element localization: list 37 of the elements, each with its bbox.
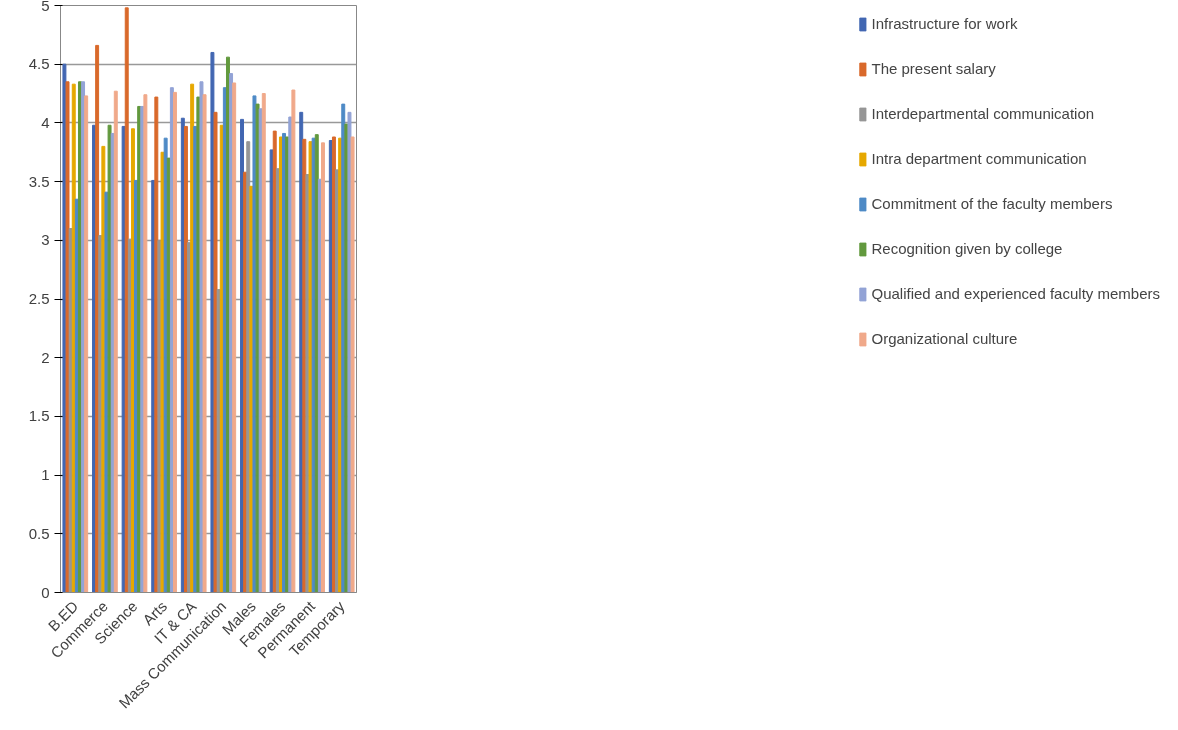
- y-tick-label: 2.5: [28, 290, 50, 307]
- y-tick-label: 0.5: [28, 524, 50, 542]
- legend-label: Recognition given by college: [871, 240, 1063, 257]
- legend-label: Commitment of the faculty members: [871, 195, 1113, 212]
- y-tick-label: 3: [41, 231, 50, 249]
- y-tick-label: 1.5: [28, 407, 50, 425]
- bar: [261, 93, 266, 593]
- legend-label: Infrastructure for work: [871, 15, 1018, 32]
- bar: [143, 94, 148, 593]
- bar: [269, 149, 274, 593]
- legend-label: The present salary: [871, 60, 996, 77]
- bar: [213, 111, 218, 593]
- y-tick-label: 4: [41, 113, 50, 131]
- y-tick-label: 0: [41, 583, 50, 601]
- bar: [255, 103, 260, 593]
- bar: [113, 90, 118, 593]
- bar: [202, 94, 207, 593]
- bar: [65, 81, 70, 593]
- bar: [173, 91, 177, 593]
- bar: [160, 151, 165, 593]
- bar: [321, 142, 325, 593]
- legend-label: Organizational culture: [871, 330, 1018, 347]
- y-tick-label: 2: [41, 348, 50, 366]
- y-tick-label: 1: [41, 466, 50, 484]
- bar: [350, 136, 355, 593]
- y-tick-label: 4.5: [28, 55, 50, 73]
- bar: [107, 124, 112, 593]
- y-tick-label: 3.5: [28, 172, 50, 190]
- legend-label: Interdepartmental communication: [871, 105, 1095, 122]
- legend-label: Qualified and experienced faculty members: [871, 285, 1160, 302]
- y-tick-label: 5: [41, 0, 50, 14]
- bar: [291, 89, 296, 593]
- bar: [84, 95, 89, 593]
- legend-label: Intra department communication: [871, 150, 1087, 167]
- bar: [121, 125, 126, 593]
- bar: [232, 82, 237, 593]
- bar: [308, 141, 313, 593]
